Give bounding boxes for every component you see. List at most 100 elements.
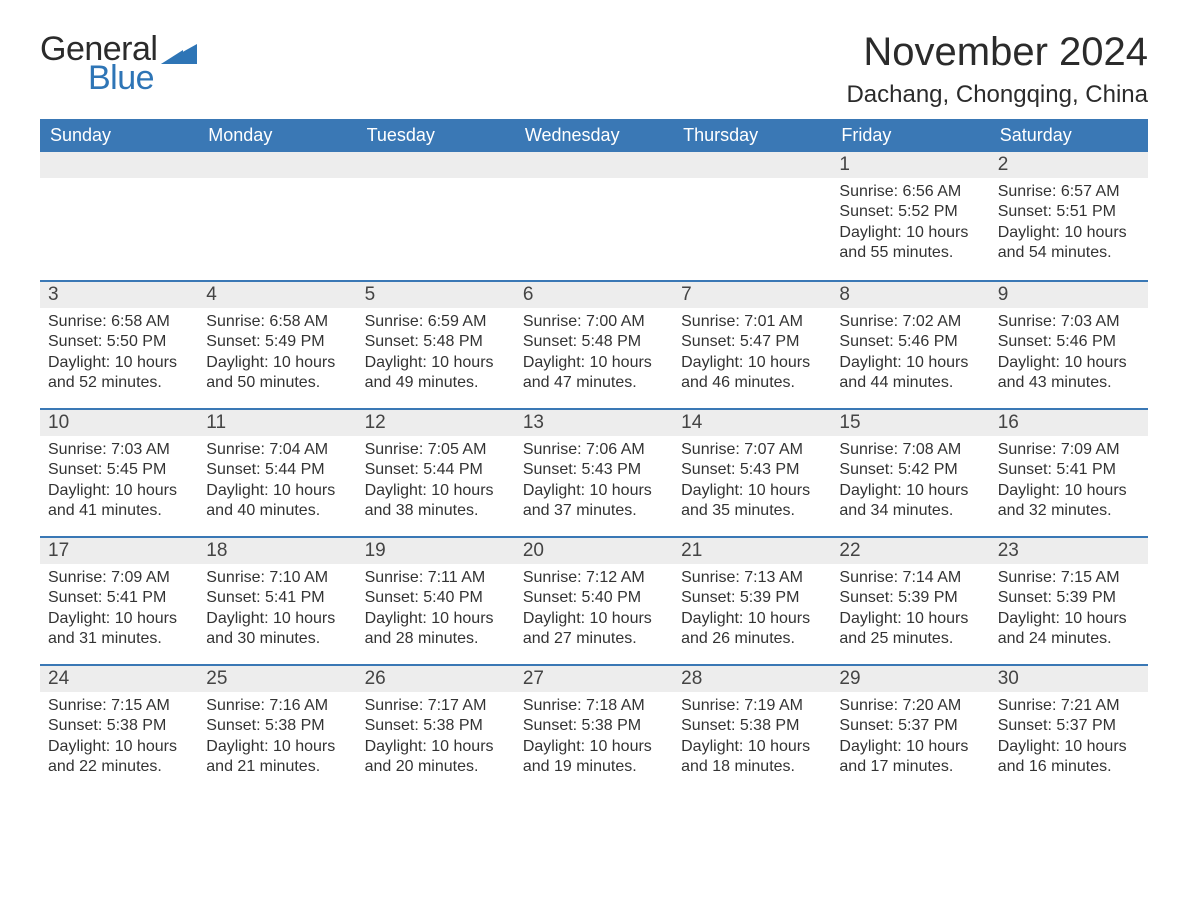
- daylight-line: Daylight: 10 hours and 25 minutes.: [839, 609, 981, 650]
- sunset-line: Sunset: 5:51 PM: [998, 202, 1140, 222]
- sunrise-line: Sunrise: 7:07 AM: [681, 440, 823, 460]
- sunrise-line: Sunrise: 7:00 AM: [523, 312, 665, 332]
- day-cell: 28Sunrise: 7:19 AMSunset: 5:38 PMDayligh…: [673, 666, 831, 792]
- day-cell: 5Sunrise: 6:59 AMSunset: 5:48 PMDaylight…: [357, 282, 515, 408]
- day-details: Sunrise: 7:08 AMSunset: 5:42 PMDaylight:…: [831, 436, 989, 530]
- empty-cell: [40, 152, 198, 280]
- day-details: Sunrise: 6:59 AMSunset: 5:48 PMDaylight:…: [357, 308, 515, 402]
- day-cell: 14Sunrise: 7:07 AMSunset: 5:43 PMDayligh…: [673, 410, 831, 536]
- sunset-line: Sunset: 5:41 PM: [48, 588, 190, 608]
- day-number: 15: [831, 410, 989, 436]
- day-details: Sunrise: 7:09 AMSunset: 5:41 PMDaylight:…: [990, 436, 1148, 530]
- day-details: Sunrise: 7:15 AMSunset: 5:39 PMDaylight:…: [990, 564, 1148, 658]
- week-row: 3Sunrise: 6:58 AMSunset: 5:50 PMDaylight…: [40, 280, 1148, 408]
- sunrise-line: Sunrise: 7:03 AM: [48, 440, 190, 460]
- day-cell: 2Sunrise: 6:57 AMSunset: 5:51 PMDaylight…: [990, 152, 1148, 280]
- daylight-line: Daylight: 10 hours and 24 minutes.: [998, 609, 1140, 650]
- day-cell: 26Sunrise: 7:17 AMSunset: 5:38 PMDayligh…: [357, 666, 515, 792]
- day-cell: 12 Sunrise: 7:05 AMSunset: 5:44 PMDayligh…: [357, 410, 515, 536]
- location: Dachang, Chongqing, China: [846, 81, 1148, 109]
- day-cell: 29Sunrise: 7:20 AMSunset: 5:37 PMDayligh…: [831, 666, 989, 792]
- sunset-line: Sunset: 5:41 PM: [206, 588, 348, 608]
- day-number: 14: [673, 410, 831, 436]
- day-cell: 24Sunrise: 7:15 AMSunset: 5:38 PMDayligh…: [40, 666, 198, 792]
- day-details: Sunrise: 7:06 AMSunset: 5:43 PMDaylight:…: [515, 436, 673, 530]
- daylight-line: Daylight: 10 hours and 31 minutes.: [48, 609, 190, 650]
- sunset-line: Sunset: 5:38 PM: [523, 716, 665, 736]
- sunrise-line: Sunrise: 7:09 AM: [48, 568, 190, 588]
- daylight-line: Daylight: 10 hours and 27 minutes.: [523, 609, 665, 650]
- sunset-line: Sunset: 5:39 PM: [839, 588, 981, 608]
- daylight-line: Daylight: 10 hours and 18 minutes.: [681, 737, 823, 778]
- daylight-line: Daylight: 10 hours and 46 minutes.: [681, 353, 823, 394]
- daylight-line: Daylight: 10 hours and 47 minutes.: [523, 353, 665, 394]
- daylight-line: Daylight: 10 hours and 21 minutes.: [206, 737, 348, 778]
- daylight-line: Daylight: 10 hours and 17 minutes.: [839, 737, 981, 778]
- day-number: 17: [40, 538, 198, 564]
- weekday-header: Tuesday: [357, 119, 515, 152]
- sunrise-line: Sunrise: 7:06 AM: [523, 440, 665, 460]
- day-number: 25: [198, 666, 356, 692]
- day-details: Sunrise: 7:21 AMSunset: 5:37 PMDaylight:…: [990, 692, 1148, 786]
- day-number: 26: [357, 666, 515, 692]
- sunset-line: Sunset: 5:44 PM: [206, 460, 348, 480]
- day-number: [357, 152, 515, 178]
- sunset-line: Sunset: 5:39 PM: [681, 588, 823, 608]
- day-cell: 9Sunrise: 7:03 AMSunset: 5:46 PMDaylight…: [990, 282, 1148, 408]
- daylight-line: Daylight: 10 hours and 20 minutes.: [365, 737, 507, 778]
- day-details: Sunrise: 7:14 AMSunset: 5:39 PMDaylight:…: [831, 564, 989, 658]
- sunset-line: Sunset: 5:43 PM: [523, 460, 665, 480]
- day-cell: 20Sunrise: 7:12 AMSunset: 5:40 PMDayligh…: [515, 538, 673, 664]
- sunrise-line: Sunrise: 7:04 AM: [206, 440, 348, 460]
- day-details: Sunrise: 7:13 AMSunset: 5:39 PMDaylight:…: [673, 564, 831, 658]
- sunset-line: Sunset: 5:38 PM: [365, 716, 507, 736]
- day-number: 2: [990, 152, 1148, 178]
- sunrise-line: Sunrise: 6:58 AM: [206, 312, 348, 332]
- day-cell: 17Sunrise: 7:09 AMSunset: 5:41 PMDayligh…: [40, 538, 198, 664]
- sunrise-line: Sunrise: 7:16 AM: [206, 696, 348, 716]
- daylight-line: Daylight: 10 hours and 41 minutes.: [48, 481, 190, 522]
- day-cell: 25Sunrise: 7:16 AMSunset: 5:38 PMDayligh…: [198, 666, 356, 792]
- day-number: 12: [357, 410, 515, 436]
- day-details: Sunrise: 7:15 AMSunset: 5:38 PMDaylight:…: [40, 692, 198, 786]
- day-details: Sunrise: 7:16 AMSunset: 5:38 PMDaylight:…: [198, 692, 356, 786]
- empty-cell: [673, 152, 831, 280]
- weekday-header: Sunday: [40, 119, 198, 152]
- sunset-line: Sunset: 5:44 PM: [365, 460, 507, 480]
- sunrise-line: Sunrise: 7:10 AM: [206, 568, 348, 588]
- day-cell: 1Sunrise: 6:56 AMSunset: 5:52 PMDaylight…: [831, 152, 989, 280]
- sunrise-line: Sunrise: 7:02 AM: [839, 312, 981, 332]
- day-details: Sunrise: 7:02 AMSunset: 5:46 PMDaylight:…: [831, 308, 989, 402]
- day-cell: 10Sunrise: 7:03 AMSunset: 5:45 PMDayligh…: [40, 410, 198, 536]
- day-number: 3: [40, 282, 198, 308]
- daylight-line: Daylight: 10 hours and 38 minutes.: [365, 481, 507, 522]
- day-cell: 3Sunrise: 6:58 AMSunset: 5:50 PMDaylight…: [40, 282, 198, 408]
- sunrise-line: Sunrise: 7:20 AM: [839, 696, 981, 716]
- sunrise-line: Sunrise: 7:09 AM: [998, 440, 1140, 460]
- sunset-line: Sunset: 5:52 PM: [839, 202, 981, 222]
- day-cell: 22Sunrise: 7:14 AMSunset: 5:39 PMDayligh…: [831, 538, 989, 664]
- sunrise-line: Sunrise: 7:05 AM: [365, 440, 507, 460]
- daylight-line: Daylight: 10 hours and 26 minutes.: [681, 609, 823, 650]
- day-number: [673, 152, 831, 178]
- day-details: Sunrise: 7:09 AMSunset: 5:41 PMDaylight:…: [40, 564, 198, 658]
- day-details: Sunrise: 7:00 AMSunset: 5:48 PMDaylight:…: [515, 308, 673, 402]
- day-number: 1: [831, 152, 989, 178]
- daylight-line: Daylight: 10 hours and 44 minutes.: [839, 353, 981, 394]
- sunset-line: Sunset: 5:48 PM: [523, 332, 665, 352]
- day-cell: 27Sunrise: 7:18 AMSunset: 5:38 PMDayligh…: [515, 666, 673, 792]
- day-number: 11: [198, 410, 356, 436]
- logo-triangle-icon: [161, 38, 197, 69]
- sunrise-line: Sunrise: 7:03 AM: [998, 312, 1140, 332]
- sunset-line: Sunset: 5:47 PM: [681, 332, 823, 352]
- day-cell: 18Sunrise: 7:10 AMSunset: 5:41 PMDayligh…: [198, 538, 356, 664]
- sunset-line: Sunset: 5:38 PM: [681, 716, 823, 736]
- header: General Blue November 2024 Dachang, Chon…: [40, 30, 1148, 109]
- weekday-header: Thursday: [673, 119, 831, 152]
- sunrise-line: Sunrise: 6:57 AM: [998, 182, 1140, 202]
- day-cell: 13Sunrise: 7:06 AMSunset: 5:43 PMDayligh…: [515, 410, 673, 536]
- week-row: 17Sunrise: 7:09 AMSunset: 5:41 PMDayligh…: [40, 536, 1148, 664]
- daylight-line: Daylight: 10 hours and 35 minutes.: [681, 481, 823, 522]
- day-cell: 11Sunrise: 7:04 AMSunset: 5:44 PMDayligh…: [198, 410, 356, 536]
- day-cell: 19Sunrise: 7:11 AMSunset: 5:40 PMDayligh…: [357, 538, 515, 664]
